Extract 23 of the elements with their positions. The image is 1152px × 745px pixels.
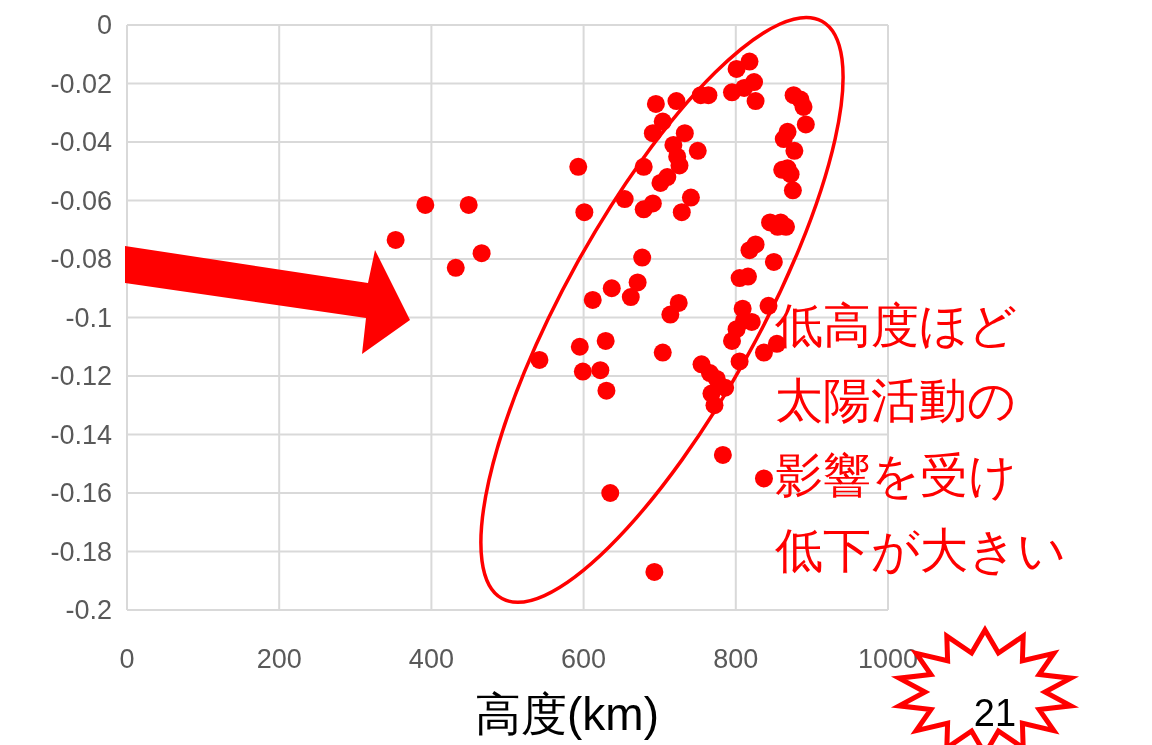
x-tick-label: 400 (408, 644, 454, 674)
y-tick-label: -0.08 (50, 244, 112, 274)
y-tick-label: 0 (96, 10, 112, 40)
x-tick-label: 0 (119, 644, 135, 674)
text: 21 (973, 692, 1017, 734)
y-tick-label: -0.02 (50, 68, 112, 99)
x-tick-label: 200 (256, 644, 302, 674)
y-tick-label: -0.12 (50, 361, 112, 391)
y-tick-label: -0.18 (50, 536, 112, 567)
y-tick-label: -0.04 (50, 127, 112, 157)
annotation: 太陽活動の (775, 374, 1016, 427)
y-tick-label: -0.16 (50, 478, 112, 508)
annotation: 低下が大きい (775, 524, 1066, 577)
x-tick-label: 1000 (857, 644, 919, 674)
annotation: 低高度ほど (775, 299, 1017, 352)
y-tick-label: -0.14 (50, 419, 112, 450)
y-tick-label: -0.06 (50, 185, 112, 216)
x-tick-label: 800 (713, 644, 759, 674)
x-tick-label: 600 (561, 644, 607, 674)
y-tick-label: -0.2 (65, 595, 112, 625)
annotation: 影響を受け (775, 449, 1017, 502)
x-axis-title: 高度(km) (475, 688, 659, 740)
y-tick-label: -0.1 (65, 302, 112, 333)
